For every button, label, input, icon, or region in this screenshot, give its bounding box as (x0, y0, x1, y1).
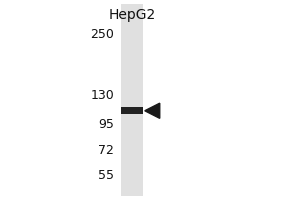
Text: 55: 55 (98, 169, 114, 182)
Bar (121, 4, 143, 196)
Text: 250: 250 (90, 28, 114, 41)
Text: 95: 95 (98, 118, 114, 131)
Text: 130: 130 (90, 89, 114, 102)
Text: 72: 72 (98, 144, 114, 157)
Text: HepG2: HepG2 (108, 8, 156, 22)
Bar (121, 107, 143, 114)
Polygon shape (145, 103, 160, 118)
